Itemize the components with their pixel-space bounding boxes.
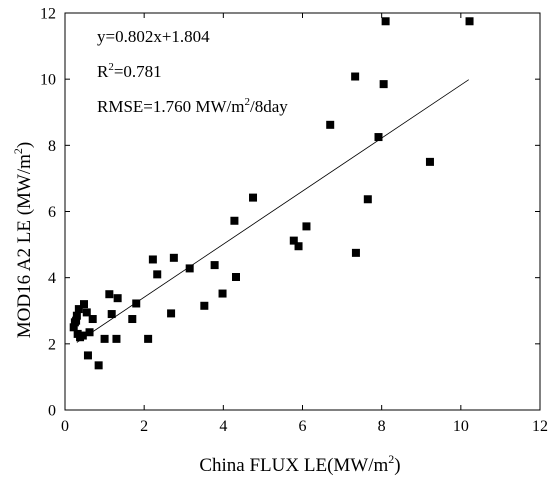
data-point bbox=[144, 334, 153, 343]
data-point bbox=[83, 351, 92, 360]
data-point bbox=[326, 120, 335, 129]
y-axis-label: MOD16 A2 LE (MW/m2) bbox=[11, 142, 35, 339]
x-tick-label: 0 bbox=[61, 418, 69, 435]
data-point bbox=[100, 334, 109, 343]
data-point bbox=[363, 195, 372, 204]
data-point bbox=[289, 236, 298, 245]
data-point bbox=[210, 261, 219, 270]
data-point bbox=[218, 289, 227, 298]
data-point bbox=[465, 17, 474, 26]
data-point bbox=[232, 273, 240, 282]
data-point bbox=[351, 248, 360, 257]
r-squared-annotation: R2=0.781 bbox=[97, 61, 162, 81]
y-tick-label: 2 bbox=[48, 336, 56, 353]
data-point bbox=[425, 157, 434, 166]
data-point bbox=[72, 311, 81, 320]
data-point bbox=[302, 222, 311, 231]
data-point bbox=[69, 323, 78, 332]
x-axis-label-superscript: 2 bbox=[388, 452, 394, 466]
y-axis-label-superscript: 2 bbox=[11, 148, 25, 154]
data-point bbox=[78, 331, 87, 340]
data-point bbox=[74, 305, 83, 314]
data-point bbox=[381, 17, 390, 26]
x-tick-label: 2 bbox=[140, 418, 148, 435]
x-tick-label: 12 bbox=[532, 418, 548, 435]
data-point bbox=[148, 255, 157, 264]
x-tick-label: 4 bbox=[219, 418, 227, 435]
data-point bbox=[128, 315, 137, 324]
data-point bbox=[94, 361, 103, 370]
rmse-superscript: 2 bbox=[245, 96, 251, 108]
data-point bbox=[294, 242, 303, 251]
r-squared-value: =0.781 bbox=[114, 62, 162, 81]
data-point bbox=[374, 133, 383, 142]
data-point bbox=[132, 299, 141, 308]
data-point bbox=[80, 300, 88, 309]
data-point bbox=[351, 72, 360, 81]
data-point bbox=[88, 315, 97, 324]
y-axis-label-close: ) bbox=[14, 142, 35, 148]
data-point bbox=[185, 264, 194, 273]
x-axis: 0 2 4 6 8 10 12 bbox=[61, 13, 548, 435]
data-point bbox=[379, 80, 388, 89]
data-point bbox=[85, 328, 94, 337]
y-axis-label-main: MOD16 A2 LE (MW/m bbox=[14, 154, 35, 338]
y-tick-label: 10 bbox=[40, 72, 56, 89]
data-point bbox=[167, 309, 176, 318]
y-tick-label: 0 bbox=[48, 403, 56, 420]
x-tick-label: 6 bbox=[299, 418, 307, 435]
rmse-unit: /8day bbox=[250, 97, 288, 116]
data-point bbox=[200, 301, 209, 310]
y-tick-label: 8 bbox=[48, 138, 56, 155]
data-point bbox=[153, 270, 162, 279]
equation-annotation: y=0.802x+1.804 bbox=[97, 27, 210, 46]
x-axis-label-close: ) bbox=[394, 455, 400, 476]
data-point bbox=[105, 290, 114, 299]
data-point bbox=[249, 193, 258, 202]
y-tick-label: 12 bbox=[40, 6, 56, 23]
data-point bbox=[230, 216, 239, 225]
x-tick-label: 10 bbox=[453, 418, 469, 435]
data-point bbox=[72, 316, 81, 325]
x-axis-label-main: China FLUX LE(MW/m bbox=[199, 455, 388, 476]
r-squared-superscript: 2 bbox=[108, 61, 114, 73]
data-point bbox=[107, 310, 116, 319]
y-axis: 0 2 4 6 8 10 12 bbox=[40, 6, 540, 420]
data-point bbox=[113, 294, 122, 303]
data-point bbox=[112, 334, 121, 343]
data-point bbox=[82, 308, 91, 317]
y-tick-label: 4 bbox=[48, 270, 56, 287]
regression-line bbox=[76, 79, 469, 343]
data-point bbox=[169, 253, 178, 262]
rmse-main: RMSE=1.760 MW/m bbox=[97, 97, 245, 116]
rmse-annotation: RMSE=1.760 MW/m2/8day bbox=[97, 96, 288, 116]
x-tick-label: 8 bbox=[378, 418, 386, 435]
r-squared-base: R bbox=[97, 62, 109, 81]
y-tick-label: 6 bbox=[48, 204, 56, 221]
data-points bbox=[69, 17, 474, 370]
x-axis-label: China FLUX LE(MW/m2) bbox=[199, 452, 400, 476]
